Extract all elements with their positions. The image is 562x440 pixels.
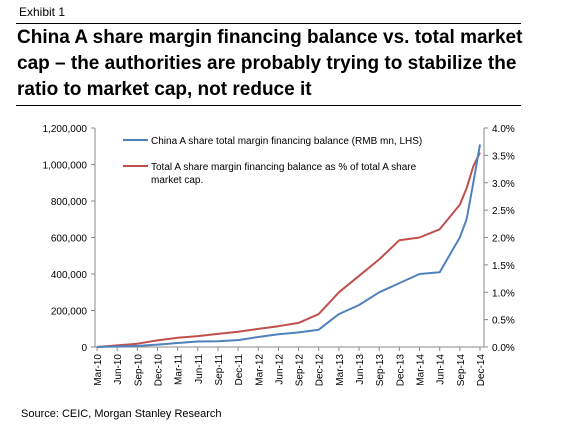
legend-label-margin-balance: China A share total margin financing bal…	[151, 136, 422, 147]
x-axis-tick-label: Jun-10	[113, 354, 124, 385]
left-axis-tick-label: 200,000	[51, 307, 88, 318]
series-line-margin-ratio	[96, 152, 481, 348]
x-axis-tick-label: Mar-11	[174, 354, 185, 385]
x-axis-tick-label: Mar-10	[93, 354, 104, 386]
x-axis-tick-label: Dec-14	[476, 354, 487, 387]
left-axis-tick-label: 400,000	[51, 270, 88, 281]
x-axis-tick-label: Mar-12	[254, 354, 265, 386]
left-axis-tick-label: 0	[81, 343, 87, 354]
series-line-margin-balance	[96, 144, 481, 348]
x-axis-tick-label: Sep-10	[133, 354, 144, 387]
left-axis-tick-label: 1,000,000	[43, 161, 88, 172]
title-rule	[16, 105, 521, 106]
right-axis-tick-label: 0.5%	[492, 316, 515, 327]
right-axis-tick-label: 4.0%	[492, 124, 515, 135]
source-note: Source: CEIC, Morgan Stanley Research	[21, 408, 222, 420]
left-axis-tick-label: 1,200,000	[43, 124, 88, 135]
x-axis-tick-label: Dec-10	[153, 354, 164, 387]
right-axis-tick-label: 3.5%	[492, 151, 515, 162]
left-axis-tick-label: 600,000	[51, 234, 88, 245]
x-axis-tick-label: Dec-11	[234, 354, 245, 386]
page-title: China A share margin financing balance v…	[17, 27, 523, 100]
x-axis-tick-label: Dec-12	[315, 354, 326, 387]
x-axis-tick-label: Sep-14	[456, 354, 467, 387]
right-axis-tick-label: 2.0%	[492, 234, 515, 245]
chart-axes: 0 200,000 400,000 600,000 800,000 1,000,000 1,…	[43, 124, 515, 386]
x-axis-tick-label: Jun-12	[274, 354, 285, 385]
chart-legend: China A share total margin financing bal…	[123, 136, 422, 186]
left-axis-tick-label: 800,000	[51, 197, 88, 208]
x-axis-tick-label: Mar-14	[416, 354, 427, 386]
right-axis-tick-label: 3.0%	[492, 179, 515, 190]
x-axis-tick-label: Jun-14	[436, 354, 447, 385]
x-axis-tick-label: Mar-13	[335, 354, 346, 386]
chart-series-lines	[96, 144, 481, 348]
x-axis-tick-label: Jun-13	[355, 354, 366, 385]
top-rule	[16, 23, 521, 24]
x-axis-tick-label: Dec-13	[395, 354, 406, 387]
x-axis-tick-label: Jun-11	[194, 354, 205, 384]
right-axis-tick-label: 1.0%	[492, 288, 515, 299]
exhibit-label: Exhibit 1	[19, 5, 66, 19]
legend-label-margin-ratio: Total A share margin financing balance a…	[151, 162, 417, 186]
right-axis-tick-label: 2.5%	[492, 206, 515, 217]
x-axis-tick-label: Sep-13	[375, 354, 386, 387]
right-axis-tick-label: 0.0%	[492, 343, 515, 354]
right-axis-tick-label: 1.5%	[492, 261, 515, 272]
x-axis-tick-label: Sep-12	[295, 354, 306, 387]
x-axis-tick-label: Sep-11	[214, 354, 225, 386]
